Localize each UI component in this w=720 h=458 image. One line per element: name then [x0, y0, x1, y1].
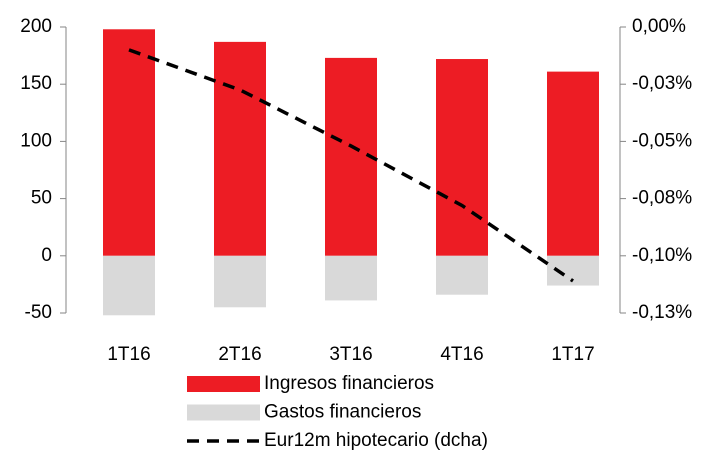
bar — [436, 59, 488, 256]
y-tick-label: 200 — [20, 16, 52, 37]
legend-label: Eur12m hipotecario (dcha) — [264, 430, 488, 451]
x-tick-label: 1T17 — [551, 344, 594, 365]
legend-swatch — [187, 376, 260, 392]
bar — [436, 255, 488, 295]
legend-label: Gastos financieros — [264, 402, 421, 423]
y-tick-label: 150 — [20, 73, 52, 94]
y-tick-label: 50 — [31, 188, 52, 209]
y2-tick-label: -0,10% — [632, 245, 692, 266]
y-tick-label: 0 — [41, 245, 52, 266]
y2-tick-label: 0,00% — [632, 16, 686, 37]
x-tick-label: 3T16 — [329, 344, 372, 365]
bar — [103, 255, 155, 316]
x-tick-label: 1T16 — [107, 344, 150, 365]
y2-tick-label: -0,03% — [632, 73, 692, 94]
bar — [103, 29, 155, 256]
line-series — [128, 48, 574, 283]
y-tick-label: -50 — [25, 302, 52, 323]
y2-tick-label: -0,13% — [632, 302, 692, 323]
bar — [214, 255, 266, 308]
x-tick-label: 4T16 — [440, 344, 483, 365]
bar — [547, 71, 599, 256]
y-tick-label: 100 — [20, 130, 52, 151]
legend-label: Ingresos financieros — [264, 373, 434, 394]
bar — [325, 255, 377, 301]
legend-swatch — [187, 404, 260, 421]
x-tick-label: 2T16 — [218, 344, 261, 365]
y2-tick-label: -0,05% — [632, 130, 692, 151]
bar — [214, 41, 266, 256]
y2-tick-label: -0,08% — [632, 188, 692, 209]
